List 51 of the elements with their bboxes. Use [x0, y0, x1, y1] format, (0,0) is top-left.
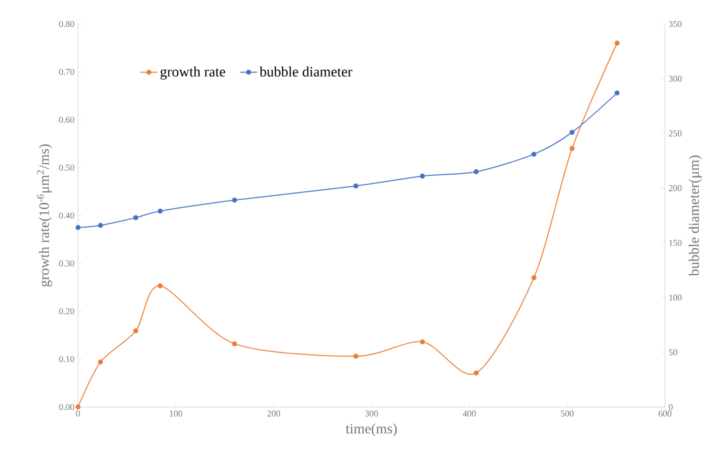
- x-tick-label: 300: [365, 410, 378, 417]
- y2-tick-label: 100: [669, 294, 682, 301]
- point: [531, 275, 536, 280]
- x-tick-label: 200: [267, 410, 280, 417]
- point: [614, 40, 620, 46]
- y2-tick-label: 0: [668, 404, 673, 410]
- point: [570, 146, 575, 151]
- y2-tick-label: 300: [668, 76, 682, 82]
- point: [531, 152, 536, 157]
- x-tick-label: 600: [658, 410, 672, 417]
- x-tick-label: 500: [560, 410, 574, 417]
- point: [133, 328, 138, 334]
- y2-tick-label: 250: [668, 130, 682, 136]
- y-tick-label: 0.80: [59, 20, 74, 28]
- point: [614, 90, 620, 96]
- x-tick-label: 400: [462, 410, 476, 417]
- y2-tick-label: 200: [668, 185, 682, 192]
- y-tick-label: 0.60: [59, 116, 74, 123]
- y2-tick-label: 350: [668, 20, 682, 28]
- x-axis-title: time(ms): [346, 423, 397, 436]
- y-tick-label: 0.00: [59, 404, 74, 410]
- point: [76, 404, 80, 410]
- point: [353, 354, 358, 359]
- y-tick-label: 0.20: [59, 308, 74, 314]
- y-tick-label: 0.30: [59, 260, 74, 266]
- point: [420, 174, 425, 179]
- y-axis-title: growth rate(10$^{-6}$μm$^{2}$/ms): [37, 144, 52, 287]
- point: [232, 341, 238, 346]
- point: [353, 183, 358, 188]
- point: [474, 169, 479, 174]
- point: [76, 225, 80, 230]
- x-tick-label: 0: [76, 410, 80, 417]
- point: [420, 339, 425, 344]
- y2-axis-title: bubble diameter(μm): [688, 156, 702, 276]
- point: [474, 370, 479, 376]
- y-tick-label: 0.40: [59, 212, 74, 219]
- point: [570, 130, 575, 135]
- point: [158, 283, 163, 288]
- point: [133, 215, 138, 220]
- point: [98, 360, 103, 364]
- point: [98, 222, 103, 228]
- y2-tick-label: 50: [669, 349, 678, 356]
- point: [158, 208, 163, 214]
- y-tick-label: 0.10: [59, 356, 74, 362]
- legend-label: bubble diameter: [260, 66, 352, 77]
- legend-label: growth rate: [160, 66, 226, 80]
- y-tick-label: 0.50: [59, 164, 74, 171]
- point: [232, 198, 238, 203]
- x-tick-label: 100: [170, 410, 182, 417]
- y2-tick-label: 150: [669, 240, 682, 246]
- y-tick-label: 0.70: [59, 68, 74, 75]
